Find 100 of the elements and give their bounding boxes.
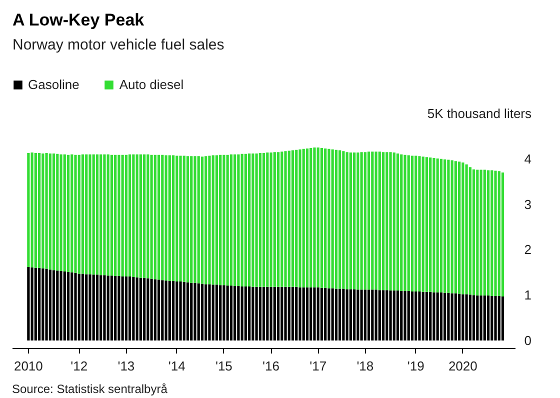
bar — [371, 152, 374, 290]
bar — [273, 286, 276, 340]
bar — [276, 286, 280, 340]
bar — [60, 154, 62, 272]
bar — [258, 286, 262, 340]
x-tick-label: 2020 — [448, 358, 478, 374]
bar — [114, 154, 117, 276]
bar — [197, 283, 200, 340]
bar — [182, 282, 186, 340]
bar — [310, 287, 312, 340]
bar — [410, 156, 414, 292]
bar — [302, 287, 305, 340]
bar — [258, 153, 262, 287]
bar — [78, 274, 80, 340]
bar — [132, 154, 135, 277]
bar — [118, 276, 120, 340]
bar — [172, 281, 175, 340]
bar — [92, 274, 95, 340]
bar — [30, 267, 34, 340]
bar — [389, 152, 392, 291]
bar — [440, 158, 442, 292]
bar — [106, 276, 110, 340]
bar — [142, 278, 146, 340]
bar — [472, 295, 476, 340]
bar — [378, 290, 381, 340]
bar — [38, 268, 41, 340]
bar — [150, 154, 153, 279]
bar — [204, 156, 208, 284]
bar — [374, 290, 378, 340]
bar — [374, 152, 378, 290]
bar — [252, 286, 254, 340]
bar — [157, 154, 160, 280]
bar — [498, 171, 500, 296]
bar — [352, 289, 356, 340]
bar — [447, 160, 450, 293]
bar — [81, 274, 84, 340]
bar — [422, 156, 424, 292]
bar — [172, 155, 175, 282]
bar — [291, 150, 294, 287]
bar — [168, 281, 171, 340]
bar — [458, 294, 461, 340]
bar — [66, 154, 70, 272]
bar — [103, 154, 106, 276]
bar — [226, 154, 229, 286]
bar — [248, 286, 251, 340]
bar — [346, 289, 348, 340]
x-tick-label: '13 — [118, 358, 135, 374]
bar — [164, 280, 168, 340]
bar — [462, 162, 464, 294]
bar — [462, 294, 464, 340]
bar — [440, 292, 442, 340]
bar — [208, 156, 211, 284]
bar — [444, 292, 446, 340]
bar — [222, 285, 226, 340]
bar — [146, 154, 150, 278]
bar — [320, 288, 324, 340]
bar — [157, 280, 160, 340]
bar — [194, 156, 196, 283]
x-tick-label: '14 — [168, 358, 186, 374]
bar — [468, 167, 472, 295]
bar — [200, 156, 204, 284]
bar — [288, 150, 290, 287]
legend-label: Gasoline — [28, 77, 80, 92]
bar — [302, 148, 305, 288]
bar — [215, 284, 218, 340]
bar — [100, 275, 102, 340]
bar — [338, 150, 342, 289]
bar — [396, 290, 400, 340]
bar — [288, 286, 290, 340]
bar — [136, 277, 138, 340]
bar — [295, 286, 298, 340]
bar — [331, 288, 334, 340]
bar — [136, 154, 138, 278]
bar — [410, 291, 414, 340]
bar — [30, 152, 34, 268]
bar — [422, 292, 424, 340]
bar — [404, 291, 406, 340]
bar — [444, 159, 446, 293]
bar — [432, 292, 436, 340]
bar — [85, 274, 88, 340]
bar — [465, 294, 468, 340]
bar — [414, 291, 418, 340]
bar — [429, 158, 432, 292]
bar — [447, 292, 450, 340]
x-tick-label: '19 — [407, 358, 424, 374]
bar — [244, 154, 247, 286]
bar — [386, 152, 388, 290]
bar — [501, 296, 504, 340]
bar — [407, 155, 410, 292]
bar — [454, 161, 457, 294]
bar — [34, 153, 37, 268]
bar — [124, 154, 128, 276]
bar — [295, 150, 298, 287]
bar — [88, 274, 92, 340]
bar — [52, 270, 56, 340]
bar — [255, 286, 258, 340]
bar — [74, 154, 77, 273]
bar — [208, 284, 211, 340]
bar — [110, 276, 114, 340]
bar — [400, 154, 403, 292]
